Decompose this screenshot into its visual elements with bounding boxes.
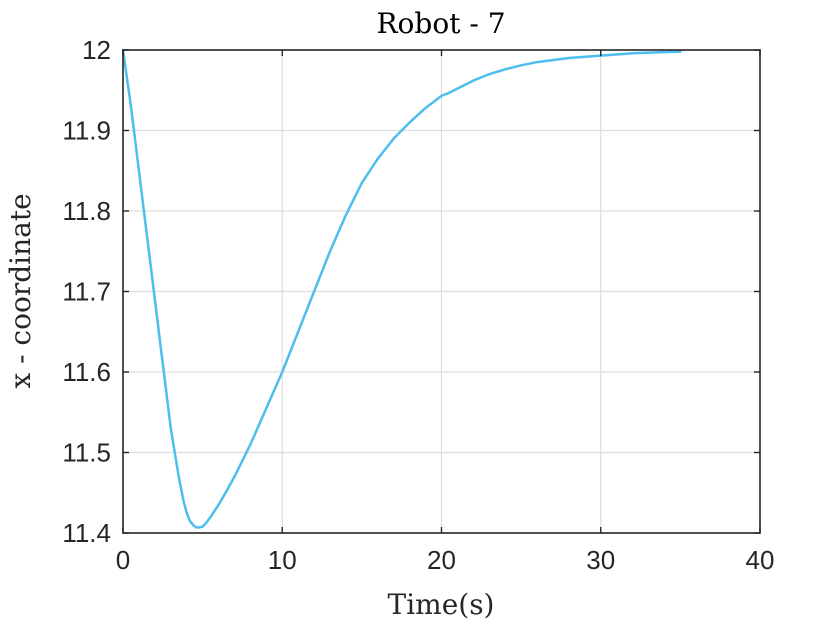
y-tick-label: 12: [82, 35, 111, 65]
x-tick-label: 20: [427, 545, 456, 575]
grid-lines: [122, 49, 761, 534]
chart-title: Robot - 7: [376, 7, 505, 40]
y-tick-label: 11.5: [62, 438, 111, 468]
x-tick-label: 10: [268, 545, 297, 575]
x-tick-label: 40: [746, 545, 775, 575]
x-axis-title: Time(s): [388, 588, 495, 621]
y-axis-title: x - coordinate: [4, 193, 37, 388]
series-line: [121, 48, 682, 529]
y-tick-label: 11.9: [62, 116, 111, 146]
x-tick-label: 30: [586, 545, 615, 575]
y-tick-label: 11.6: [62, 357, 111, 387]
y-tick-label: 11.7: [62, 277, 111, 307]
y-tick-label: 11.8: [62, 196, 111, 226]
y-tick-label: 11.4: [62, 518, 111, 548]
x-tick-label: 0: [116, 545, 130, 575]
ticks: 0 10 20 30 40 11.4 11.5 11.6 11.7 11.8 11.9 12: [62, 35, 774, 575]
